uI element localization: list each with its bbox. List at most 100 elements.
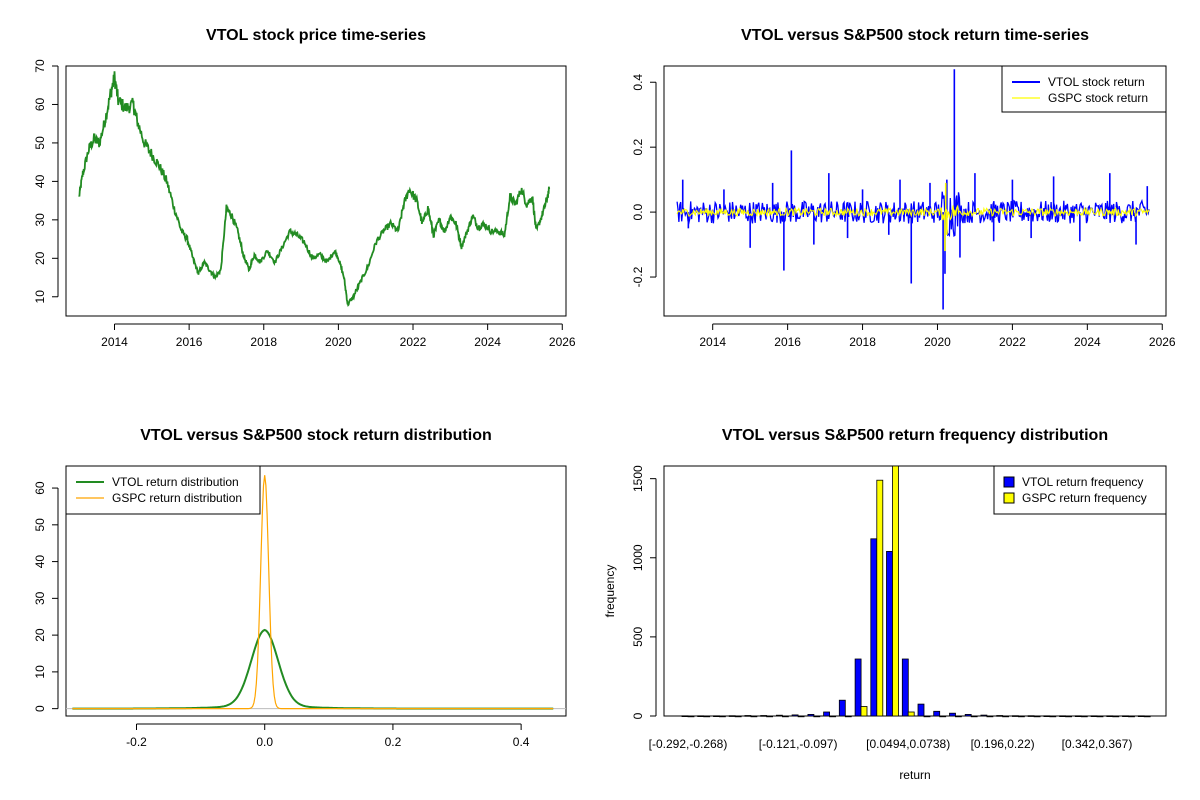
- frequency-legend-box: [993, 465, 1167, 515]
- frequency-bar-gspc: [766, 715, 773, 718]
- frequency-plot-frame: [663, 465, 1167, 717]
- frequency-bar-vtol: [760, 715, 768, 717]
- price-x-tick-label: 2024: [474, 335, 501, 349]
- frequency-bar-vtol: [1043, 715, 1051, 717]
- frequency-bar-vtol: [1122, 715, 1129, 717]
- returns-y-tick-label: -0.2: [631, 266, 645, 287]
- returns-plot-frame: [663, 65, 1167, 317]
- frequency-bar-gspc: [1128, 715, 1135, 718]
- density-x-tick-label: -0.2: [126, 735, 147, 749]
- frequency-y-label: frequency: [603, 565, 617, 618]
- frequency-y-tick-label: 500: [631, 627, 645, 647]
- frequency-bar-vtol: [980, 714, 988, 717]
- panel-frequency: VTOL versus S&P500 return frequency dist…: [603, 427, 1167, 782]
- frequency-bar-vtol: [681, 715, 689, 717]
- price-y-tick-label: 30: [33, 213, 47, 227]
- frequency-bar-vtol: [996, 715, 1004, 717]
- density-legend-label: GSPC return distribution: [112, 491, 242, 505]
- price-x-tick-label: 2018: [250, 335, 277, 349]
- returns-legend-label: VTOL stock return: [1048, 75, 1145, 89]
- frequency-legend-label: GSPC return frequency: [1022, 491, 1147, 505]
- returns-x-tick-label: 2024: [1074, 335, 1101, 349]
- frequency-bar-gspc: [829, 715, 836, 718]
- frequency-bar-vtol: [870, 538, 878, 717]
- returns-legend-box: [1001, 65, 1167, 113]
- frequency-bar-gspc: [687, 715, 695, 718]
- frequency-bar-gspc: [719, 715, 726, 718]
- density-y-tick-label: 0: [33, 705, 47, 712]
- price-x-tick-label: 2020: [325, 335, 352, 349]
- panel-density: VTOL versus S&P500 stock return distribu…: [33, 427, 567, 749]
- return-series-gspc: [676, 204, 1150, 221]
- frequency-legend-swatch: [1003, 476, 1015, 488]
- frequency-bar-gspc: [955, 715, 962, 718]
- density-y-tick-label: 20: [33, 628, 47, 642]
- density-x-tick-label: 0.2: [385, 735, 402, 749]
- frequency-bar-vtol: [744, 715, 752, 717]
- returns-legend-label: GSPC stock return: [1048, 91, 1148, 105]
- frequency-legend-label: VTOL return frequency: [1022, 475, 1143, 489]
- panel-returns: VTOL versus S&P500 stock return time-ser…: [631, 27, 1176, 349]
- frequency-bar-vtol: [791, 714, 799, 717]
- price-y-tick-label: 60: [33, 97, 47, 111]
- price-y-tick-label: 10: [33, 290, 47, 304]
- returns-y-tick-label: 0.0: [631, 203, 645, 220]
- frequency-bar-gspc: [844, 715, 852, 718]
- density-x-tick-label: 0.4: [513, 735, 530, 749]
- frequency-legend-swatch: [1003, 492, 1015, 504]
- frequency-bar-vtol: [823, 711, 830, 717]
- frequency-bar-gspc: [892, 465, 899, 717]
- frequency-bar-vtol: [1012, 715, 1019, 717]
- frequency-bar-gspc: [970, 715, 978, 718]
- frequency-bar-gspc: [1002, 715, 1009, 718]
- frequency-bar-gspc: [1112, 715, 1120, 718]
- density-y-tick-label: 60: [33, 481, 47, 495]
- frequency-bar-gspc: [907, 711, 915, 717]
- price-x-tick-label: 2022: [400, 335, 427, 349]
- returns-x-tick-label: 2018: [849, 335, 876, 349]
- returns-y-tick-label: 0.2: [631, 139, 645, 156]
- price-title: VTOL stock price time-series: [206, 27, 426, 44]
- frequency-x-label: return: [899, 768, 930, 782]
- returns-y-tick-label: 0.4: [631, 74, 645, 91]
- price-plot-frame: [65, 65, 567, 317]
- frequency-bar-gspc: [1065, 715, 1072, 718]
- frequency-bar-vtol: [728, 715, 736, 717]
- frequency-category-label: [-0.292,-0.268): [649, 737, 728, 751]
- price-series-line: [78, 71, 551, 307]
- frequency-category-label: [0.196,0.22): [971, 737, 1035, 751]
- frequency-bar-vtol: [854, 658, 862, 717]
- returns-title: VTOL versus S&P500 stock return time-ser…: [741, 27, 1089, 44]
- price-y-tick-label: 70: [33, 59, 47, 73]
- returns-x-tick-label: 2014: [699, 335, 726, 349]
- density-y-tick-label: 10: [33, 665, 47, 679]
- density-curve-gspc: [72, 475, 554, 710]
- frequency-y-tick-label: 1500: [631, 465, 645, 492]
- density-title: VTOL versus S&P500 stock return distribu…: [140, 427, 492, 444]
- frequency-bar-gspc: [1096, 715, 1104, 718]
- frequency-bar-vtol: [807, 714, 815, 717]
- density-x-tick-label: 0.0: [256, 735, 273, 749]
- frequency-bar-vtol: [838, 699, 846, 717]
- frequency-bar-gspc: [1080, 715, 1088, 718]
- frequency-bar-vtol: [776, 714, 783, 717]
- density-curve-vtol: [72, 628, 554, 710]
- price-y-tick-label: 20: [33, 251, 47, 265]
- frequency-bar-vtol: [964, 714, 972, 717]
- frequency-bar-gspc: [1143, 715, 1151, 718]
- price-x-tick-label: 2016: [176, 335, 203, 349]
- frequency-title: VTOL versus S&P500 return frequency dist…: [722, 427, 1108, 444]
- returns-x-tick-label: 2020: [924, 335, 951, 349]
- frequency-bar-vtol: [917, 703, 925, 717]
- frequency-y-tick-label: 0: [631, 712, 645, 719]
- frequency-bar-gspc: [782, 715, 789, 718]
- density-legend-box: [65, 465, 261, 515]
- density-plot-frame: [65, 465, 567, 717]
- panel-price: VTOL stock price time-series 2014 2016 2018…: [33, 27, 576, 349]
- frequency-bar-vtol: [1106, 715, 1114, 717]
- frequency-bar-gspc: [797, 715, 805, 718]
- frequency-bar-gspc: [986, 715, 994, 718]
- frequency-bar-vtol: [933, 710, 941, 717]
- frequency-bar-vtol: [1027, 715, 1035, 717]
- frequency-bar-vtol: [1090, 715, 1098, 717]
